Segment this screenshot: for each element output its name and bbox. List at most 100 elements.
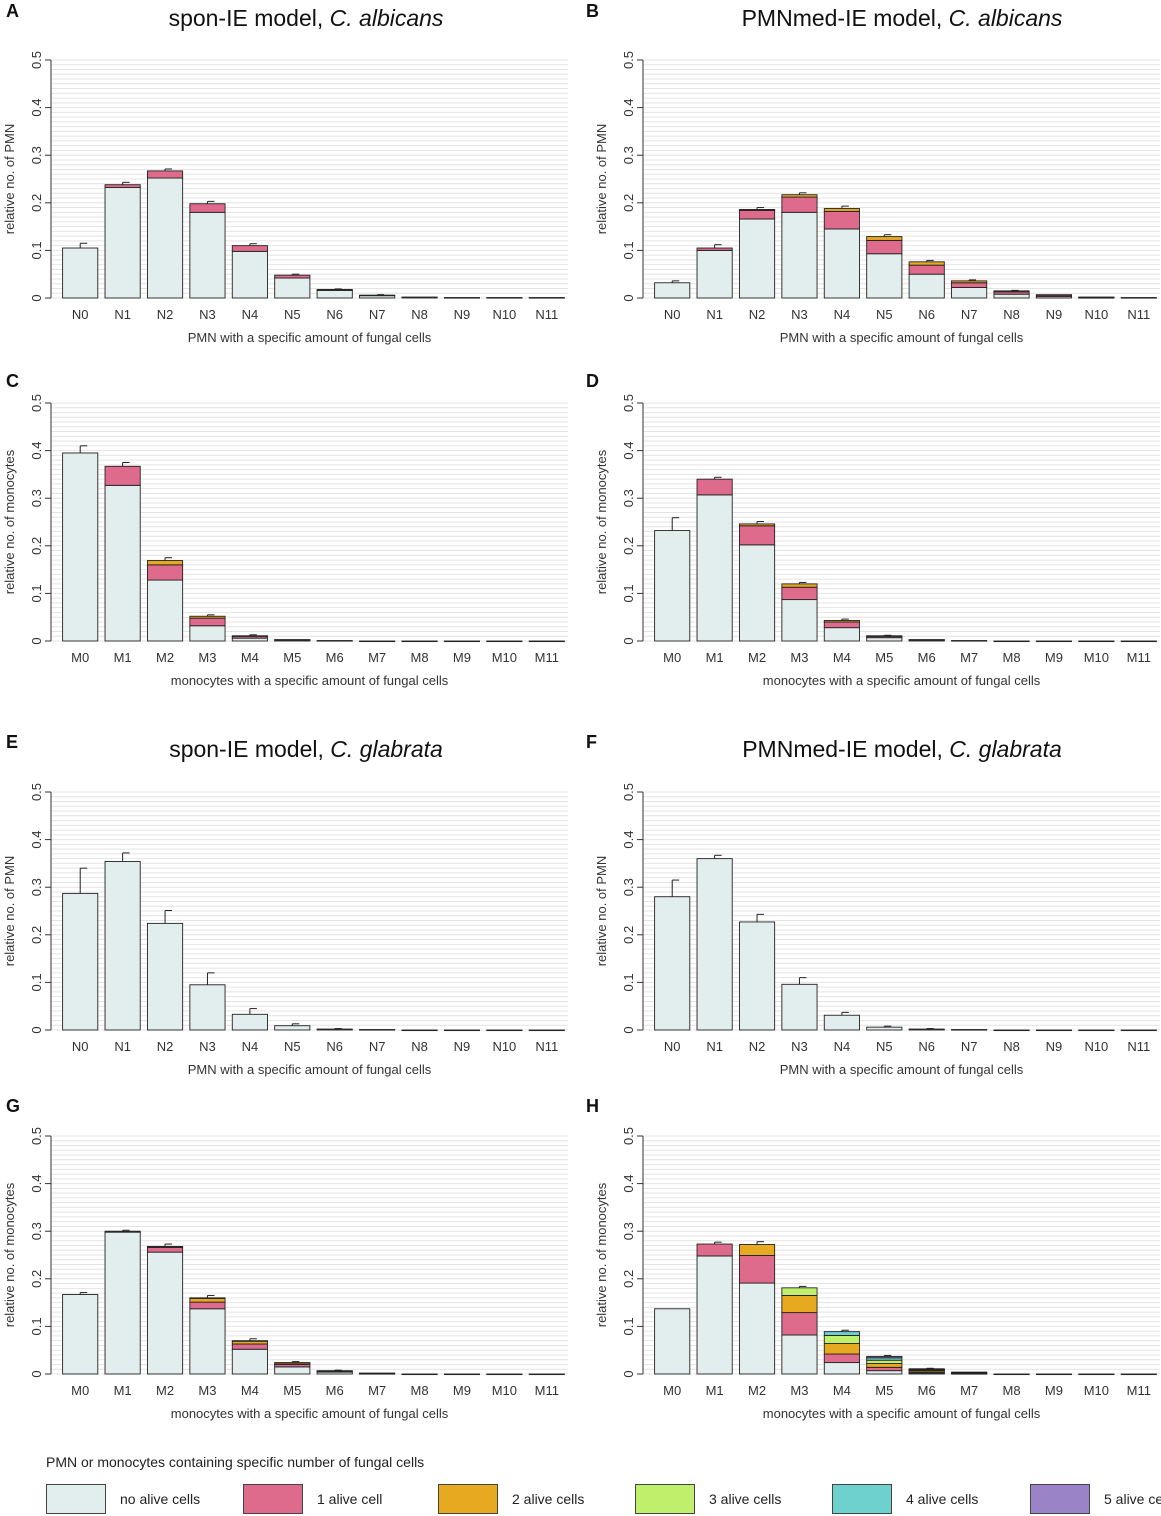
x-tick-label: M9: [1045, 1383, 1063, 1398]
x-tick-label: N3: [791, 1039, 808, 1054]
y-tick-label: 0: [621, 637, 636, 644]
bar-segment: [146, 1246, 184, 1253]
x-tick-label: M1: [114, 1383, 132, 1398]
y-axis-label: relative no. of PMN: [594, 856, 609, 967]
bar-segment: [316, 1028, 353, 1031]
x-tick-label: M11: [535, 650, 559, 665]
charts-canvas: spon-IE model, C. albicans PMNmed-IE mode…: [2, 1, 1160, 1421]
bar-segment: [951, 287, 988, 299]
bar-segment: [1120, 1373, 1157, 1376]
bar-segment: [146, 922, 184, 1031]
bar-segment: [696, 249, 733, 299]
bar-segment: [443, 1373, 481, 1376]
bar-segment: [781, 983, 818, 1031]
x-tick-label: N9: [1046, 307, 1063, 322]
y-tick-label: 0.5: [29, 1127, 44, 1145]
section-title: spon-IE model, C. albicans: [169, 5, 444, 31]
x-axis-label: PMN with a specific amount of fungal cel…: [188, 330, 432, 345]
y-tick-label: 0.4: [29, 442, 44, 460]
bar-segment: [951, 1029, 988, 1031]
bar-segment: [696, 858, 733, 1031]
x-tick-label: M11: [535, 1383, 559, 1398]
bar-segment: [189, 1301, 226, 1310]
x-tick-label: M0: [663, 1383, 681, 1398]
x-tick-label: M5: [283, 650, 301, 665]
y-tick-label: 0.3: [621, 1222, 636, 1240]
y-tick-label: 0.4: [621, 99, 636, 117]
x-axis-label: monocytes with a specific amount of fung…: [171, 673, 449, 688]
bar-segment: [443, 297, 481, 299]
x-tick-label: M8: [411, 1383, 429, 1398]
bar-segment: [993, 293, 1030, 299]
x-tick-label: N0: [72, 1039, 89, 1054]
x-tick-label: M8: [1003, 650, 1021, 665]
bar-segment: [1035, 1373, 1073, 1376]
x-tick-label: M3: [790, 650, 808, 665]
bar-segment: [866, 1363, 903, 1368]
bar-segment: [62, 247, 99, 299]
bar-segment: [443, 1029, 481, 1032]
bar-segment: [274, 1025, 311, 1031]
section-title-italic: C. glabrata: [949, 736, 1062, 762]
x-tick-label: M1: [706, 650, 724, 665]
x-tick-label: M7: [960, 1383, 978, 1398]
bar-segment: [823, 1353, 860, 1364]
x-tick-label: N3: [791, 307, 808, 322]
legend-swatch-2-alive: [438, 1484, 498, 1514]
x-tick-label: M2: [748, 650, 766, 665]
x-tick-label: M9: [453, 650, 471, 665]
legend-swatch-3-alive: [635, 1484, 695, 1514]
x-tick-label: N1: [706, 1039, 723, 1054]
x-tick-label: N9: [454, 1039, 471, 1054]
x-axis-label: monocytes with a specific amount of fung…: [763, 1406, 1041, 1421]
bar-segment: [696, 1243, 733, 1257]
bar-segment: [738, 209, 776, 220]
bar-segment: [1078, 296, 1115, 299]
y-tick-label: 0.3: [621, 146, 636, 164]
panel-label: E: [6, 732, 18, 752]
bar-segment: [654, 530, 691, 642]
bar-segment: [146, 1245, 184, 1248]
x-tick-label: M9: [1045, 650, 1063, 665]
y-tick-label: 0.1: [29, 584, 44, 602]
bar-segment: [738, 523, 776, 527]
bar-segment: [443, 640, 481, 643]
bar-segment: [146, 560, 184, 566]
x-tick-label: M1: [706, 1383, 724, 1398]
y-axis-label: relative no. of PMN: [2, 124, 17, 235]
bar-segment: [528, 1029, 565, 1032]
x-tick-label: M7: [960, 650, 978, 665]
x-tick-label: N1: [114, 307, 131, 322]
legend-item-1-alive: 1 alive cell: [243, 1482, 382, 1516]
section-title-plain: PMNmed-IE model,: [742, 736, 949, 762]
bar-segment: [486, 1373, 523, 1376]
bar-segment: [951, 280, 988, 284]
bar-segment: [823, 1334, 860, 1344]
bar-segment: [1120, 1029, 1157, 1032]
y-tick-label: 0: [621, 294, 636, 301]
bar-segment: [146, 177, 184, 299]
legend-item-no-alive: no alive cells: [46, 1482, 200, 1516]
legend-label: 2 alive cells: [512, 1491, 585, 1507]
bar-segment: [866, 236, 903, 241]
bar-segment: [781, 194, 818, 198]
x-tick-label: N4: [242, 1039, 259, 1054]
x-tick-label: N5: [876, 1039, 893, 1054]
bar-segment: [1078, 1029, 1115, 1032]
x-tick-label: M4: [241, 1383, 259, 1398]
x-tick-label: N0: [664, 1039, 681, 1054]
bar-segment: [951, 1371, 988, 1374]
bar-segment: [823, 1331, 860, 1336]
x-tick-label: N0: [664, 307, 681, 322]
bar-segment: [738, 544, 776, 642]
panel-label: H: [586, 1096, 599, 1116]
bar-segment: [823, 627, 860, 642]
bar-segment: [528, 297, 565, 299]
bar-segment: [316, 1370, 353, 1372]
bar-segment: [993, 1373, 1030, 1376]
bar-segment: [1035, 294, 1073, 296]
y-tick-label: 0.5: [621, 51, 636, 69]
x-tick-label: N11: [535, 307, 558, 322]
x-tick-label: N1: [114, 1039, 131, 1054]
section-title-italic: C. albicans: [330, 5, 444, 31]
